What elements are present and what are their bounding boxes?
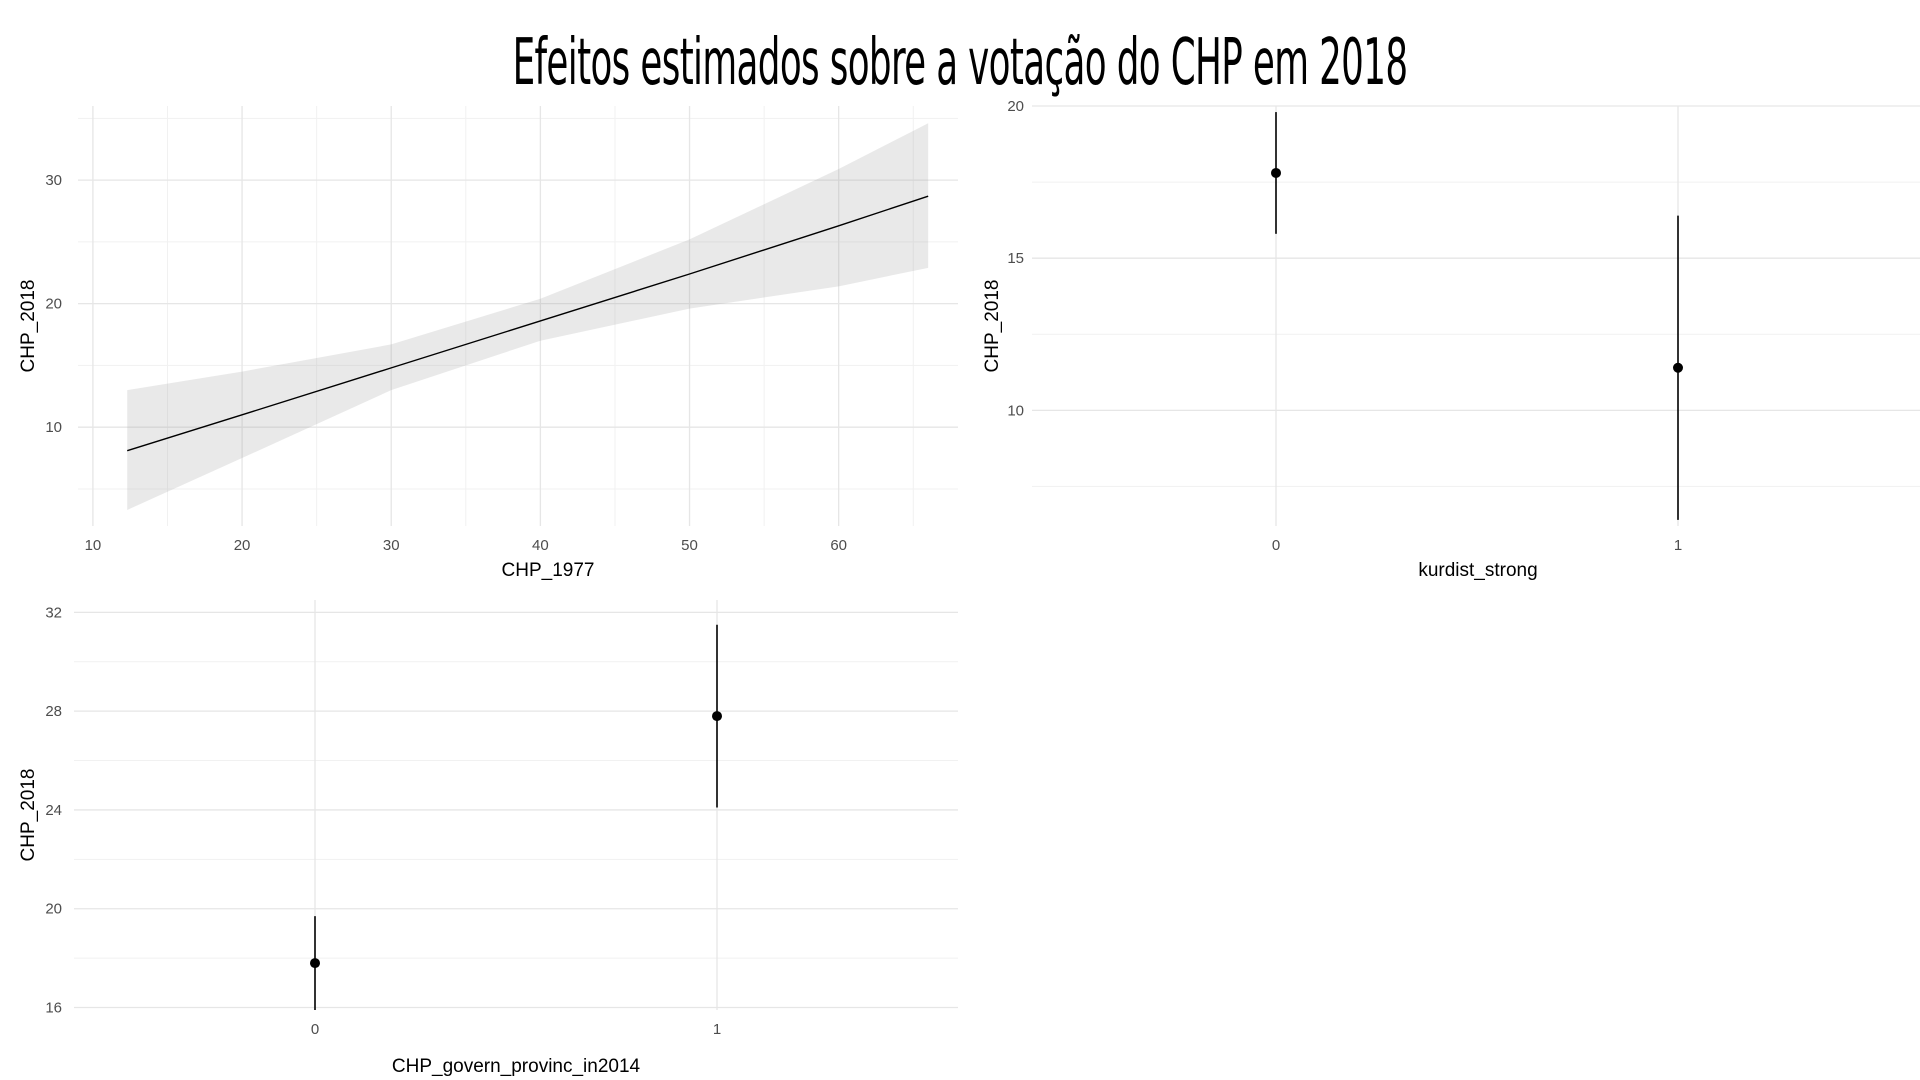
panel-chp-govern-provinc: 16 20 24 28 32 0 1 CHP_govern_provinc_in2014 CHP… xyxy=(18,600,958,1077)
x-tick-label: 0 xyxy=(1272,537,1280,554)
y-tick-label: 28 xyxy=(45,703,62,720)
y-tick-label: 20 xyxy=(45,901,62,918)
y-axis-title: CHP_2018 xyxy=(18,280,39,373)
x-tick-label: 40 xyxy=(532,537,549,554)
y-tick-label: 10 xyxy=(45,419,62,436)
y-tick-label: 16 xyxy=(45,1000,62,1017)
x-tick-label: 50 xyxy=(681,537,698,554)
y-tick-label: 20 xyxy=(1007,98,1024,115)
x-tick-label: 30 xyxy=(383,537,400,554)
point-estimate xyxy=(1673,362,1683,373)
point-estimate xyxy=(1271,167,1281,178)
y-axis-title: CHP_2018 xyxy=(18,769,39,862)
page-title: Efeitos estimados sobre a votação do CHP… xyxy=(512,26,1408,100)
y-tick-label: 15 xyxy=(1007,250,1024,267)
panel-chp-1977: 10 20 30 40 50 60 10 20 30 CHP_1977 CHP_2018 xyxy=(18,106,958,581)
y-tick-label: 30 xyxy=(45,172,62,189)
x-tick-label: 20 xyxy=(234,537,251,554)
x-axis-title: CHP_govern_provinc_in2014 xyxy=(392,1056,641,1077)
y-tick-label: 20 xyxy=(45,296,62,313)
x-tick-label: 60 xyxy=(830,537,847,554)
y-tick-label: 10 xyxy=(1007,402,1024,419)
y-tick-label: 32 xyxy=(45,604,62,621)
x-tick-label: 1 xyxy=(1674,537,1682,554)
x-tick-label: 10 xyxy=(85,537,102,554)
point-estimate xyxy=(712,711,722,722)
y-tick-label: 24 xyxy=(45,802,62,819)
y-axis-title: CHP_2018 xyxy=(982,280,1003,373)
point-estimate xyxy=(310,958,320,969)
confidence-band xyxy=(127,123,929,510)
x-axis-title: CHP_1977 xyxy=(502,560,595,581)
x-axis-title: kurdist_strong xyxy=(1418,560,1537,581)
panel-kurdist-strong: 10 15 20 0 1 kurdist_strong CHP_2018 xyxy=(982,98,1920,581)
x-tick-label: 1 xyxy=(713,1021,721,1038)
effect-line xyxy=(127,195,929,452)
x-tick-label: 0 xyxy=(311,1021,319,1038)
